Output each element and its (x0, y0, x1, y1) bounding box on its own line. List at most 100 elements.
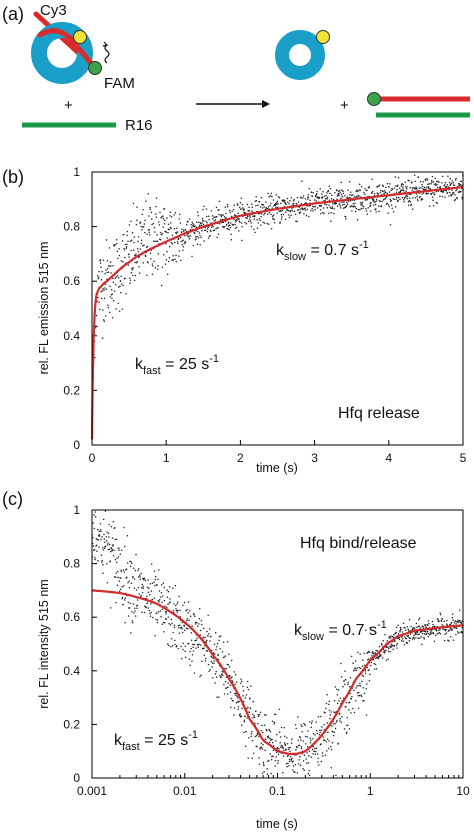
data-point (142, 245, 144, 247)
data-point (119, 280, 122, 282)
data-point (242, 700, 245, 703)
data-point (337, 689, 340, 691)
data-point (430, 193, 433, 196)
data-point (456, 631, 459, 633)
data-point (313, 199, 316, 201)
data-point (119, 553, 122, 555)
data-point (387, 646, 389, 649)
data-point (198, 617, 201, 620)
data-point (194, 236, 197, 238)
data-point (391, 207, 393, 210)
data-point (363, 652, 365, 655)
data-point (250, 733, 253, 735)
data-point (375, 657, 377, 660)
data-point (128, 256, 130, 258)
data-point (200, 623, 203, 626)
data-point (291, 207, 293, 210)
data-point (334, 711, 336, 714)
data-point (336, 693, 339, 696)
data-point (130, 220, 132, 222)
data-point (244, 715, 246, 717)
data-point (327, 190, 330, 192)
data-point (349, 685, 351, 688)
data-point (391, 188, 394, 191)
data-point (258, 763, 261, 766)
data-point (154, 584, 156, 587)
data-point (332, 198, 335, 201)
data-point (120, 275, 122, 277)
data-point (186, 234, 188, 236)
data-point (182, 249, 184, 251)
data-point (153, 226, 156, 229)
data-point (335, 721, 338, 723)
data-point (219, 674, 221, 677)
data-point (413, 627, 416, 630)
data-point (141, 229, 143, 231)
data-point (108, 523, 110, 526)
data-point (124, 256, 126, 259)
data-point (128, 253, 130, 255)
data-point (424, 631, 427, 633)
data-point (396, 642, 399, 645)
data-point (193, 643, 195, 646)
data-point (130, 561, 132, 563)
data-point (290, 755, 292, 758)
data-point (454, 198, 457, 201)
data-point (369, 664, 372, 667)
data-point (352, 203, 355, 205)
data-point (322, 736, 325, 738)
data-point (192, 225, 194, 227)
data-point (209, 640, 211, 642)
data-point (333, 699, 336, 702)
data-point (193, 613, 195, 616)
data-point (116, 584, 119, 586)
data-point (104, 315, 107, 317)
data-point (364, 669, 367, 672)
data-point (200, 224, 203, 227)
data-point (160, 616, 162, 618)
data-point (416, 198, 419, 200)
data-point (393, 644, 396, 647)
data-point (293, 198, 295, 201)
data-point (99, 528, 102, 531)
data-point (421, 185, 424, 188)
data-point (104, 287, 106, 289)
data-point (185, 627, 188, 630)
product-fam-dye-icon (367, 92, 381, 106)
data-point (176, 231, 179, 233)
data-point (385, 645, 388, 648)
data-point (128, 586, 131, 589)
data-point (288, 758, 291, 761)
data-point (166, 596, 169, 598)
data-point (389, 637, 392, 639)
data-point (414, 180, 417, 183)
data-point (365, 629, 367, 631)
data-point (203, 205, 205, 208)
data-point (260, 224, 262, 226)
data-point (118, 547, 120, 549)
data-point (158, 601, 160, 603)
data-point (297, 209, 299, 211)
data-point (328, 703, 330, 706)
data-point (215, 648, 217, 651)
data-point (441, 195, 444, 198)
data-point (119, 285, 121, 288)
data-point (304, 207, 306, 209)
data-point (338, 189, 341, 192)
data-point (240, 715, 243, 717)
data-point (356, 189, 358, 191)
data-point (446, 619, 448, 622)
data-point (143, 577, 146, 579)
data-point (352, 707, 354, 710)
data-point (150, 211, 153, 214)
data-point (125, 568, 128, 570)
data-point (380, 205, 383, 207)
data-point (214, 219, 217, 221)
data-point (190, 632, 193, 634)
data-point (198, 224, 201, 227)
y-tick-label: 0 (73, 438, 80, 452)
data-point (385, 649, 387, 652)
data-point (101, 547, 104, 549)
data-point (217, 233, 220, 235)
